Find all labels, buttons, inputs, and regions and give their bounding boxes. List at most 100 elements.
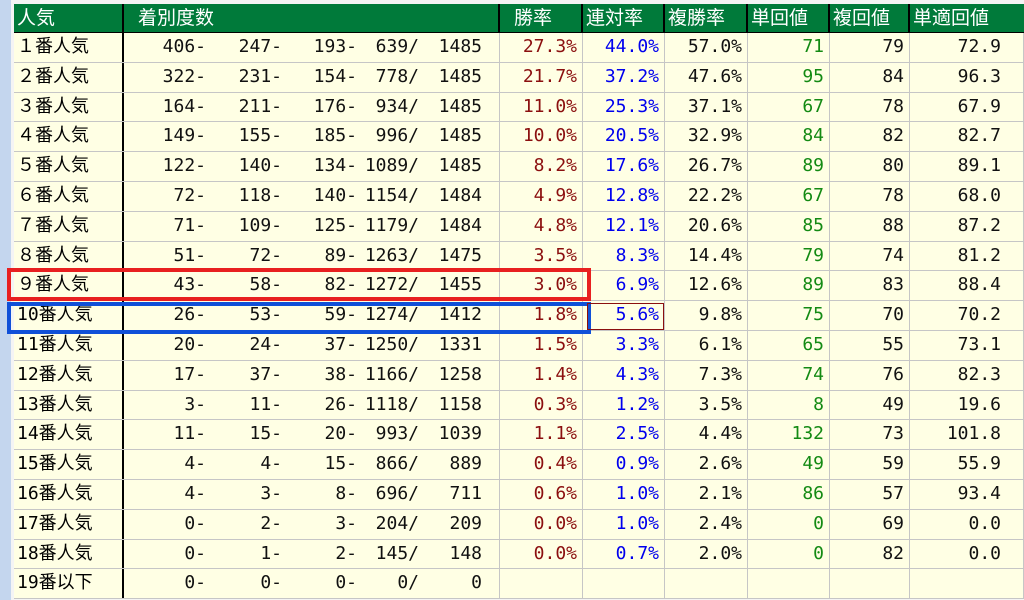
header-show-return[interactable]: 複回値 [830,4,910,32]
win-return-cell: 75 [748,301,830,330]
table-row[interactable]: ６番人気 72- 118- 140- 1154/1484 4.9% 12.8% 22.2% 67… [14,181,1024,212]
count-other: 866/ [375,453,419,475]
header-win-adj-return[interactable]: 単適回値 [913,7,990,29]
count-other: 1272/ [364,274,419,296]
table-row[interactable]: 14番人気 11- 15- 20- 993/1039 1.1% 2.5% 4.4% 132 73 1… [14,420,1024,451]
win-adj-return-cell: 82.3 [910,360,1024,390]
table-row[interactable]: ３番人気 164- 211- 176- 934/1485 11.0% 25.3% 37.1% 6… [14,92,1024,123]
win-rate-cell: 3.5% [500,241,583,271]
win-rate-cell: 10.0% [500,122,583,152]
table-row[interactable]: ４番人気 149- 155- 185- 996/1485 10.0% 20.5% 32.9% 8… [14,122,1024,153]
finish-counts-cell: 51- 72- 89- 1263/1475 [124,241,500,271]
count-other: 696/ [375,482,419,504]
header-finish-counts[interactable]: 着別度数 [124,4,500,32]
quinella-rate-cell: 25.3% [583,92,665,122]
win-return-cell: 67 [748,92,830,122]
win-rate-cell: 1.1% [500,420,583,450]
finish-counts-cell: 4- 4- 15- 866/889 [124,450,500,479]
count-first: 20- [173,333,206,355]
count-first: 4- [184,482,206,504]
count-other: 934/ [375,95,419,117]
quinella-rate-cell: 1.0% [583,509,665,539]
win-rate-cell: 1.5% [500,330,583,360]
quinella-rate-cell: 1.2% [583,390,665,420]
count-other: 1166/ [364,363,419,385]
win-rate-cell: 0.6% [500,479,583,509]
count-other: 1263/ [364,244,419,266]
win-adj-return-cell: 73.1 [910,330,1024,360]
win-return-cell: 85 [748,211,830,241]
count-first: 51- [173,244,206,266]
count-other: 1250/ [364,333,419,355]
count-total: 1485 [438,65,482,87]
table-row[interactable]: １番人気 406- 247- 193- 639/1485 27.3% 44.0% 57.0% 7… [14,33,1024,63]
count-third: 193- [313,36,357,57]
win-adj-return-cell: 88.4 [910,271,1024,301]
count-second: 2- [260,512,282,534]
count-total: 0 [471,572,482,594]
count-third: 89- [324,244,357,266]
popularity-label: 11番人気 [14,330,124,360]
popularity-label: 12番人気 [14,360,124,390]
show-rate-cell: 6.1% [665,330,748,360]
popularity-label: 15番人気 [14,450,124,479]
table-row[interactable]: ９番人気 43- 58- 82- 1272/1455 3.0% 6.9% 12.6% 89 83 8… [14,271,1024,302]
show-return-cell: 82 [830,539,910,569]
table-row[interactable]: 10番人気 26- 53- 59- 1274/1412 1.8% 5.6% 9.8% 75 70 7… [14,301,1024,331]
table-row[interactable]: 19番以下 0- 0- 0- 0/0 [14,569,1024,600]
table-row[interactable]: ２番人気 322- 231- 154- 778/1485 21.7% 37.2% 47.6% 9… [14,62,1024,93]
popularity-label: ２番人気 [14,62,124,92]
quinella-rate-cell: 3.3% [583,330,665,360]
table-row[interactable]: 12番人気 17- 37- 38- 1166/1258 1.4% 4.3% 7.3% 74 76 8… [14,360,1024,391]
count-second: 72- [249,244,282,266]
win-return-cell: 95 [748,62,830,92]
count-total: 1412 [438,304,482,326]
count-first: 17- [173,363,206,385]
count-third: 176- [313,95,357,117]
count-second: 53- [249,304,282,326]
table-row[interactable]: 17番人気 0- 2- 3- 204/209 0.0% 1.0% 2.4% 0 69 0.0 [14,509,1024,540]
quinella-rate-cell: 2.5% [583,420,665,450]
show-rate-cell: 9.8% [665,301,748,330]
show-return-cell: 80 [830,152,910,181]
count-total: 1485 [438,36,482,57]
show-rate-cell: 57.0% [665,33,748,62]
header-win-return[interactable]: 単回値 [748,4,830,32]
header-show-rate[interactable]: 複勝率 [665,4,748,32]
quinella-rate-cell: 0.9% [583,450,665,479]
header-quinella-rate[interactable]: 連対率 [583,4,665,32]
count-second: 24- [249,333,282,355]
show-return-cell: 73 [830,420,910,450]
table-row[interactable]: ５番人気 122- 140- 134- 1089/1485 8.2% 17.6% 26.7% 8… [14,152,1024,182]
table-row[interactable]: 15番人気 4- 4- 15- 866/889 0.4% 0.9% 2.6% 49 59 55.9 [14,450,1024,480]
finish-counts-cell: 72- 118- 140- 1154/1484 [124,181,500,211]
count-other: 204/ [375,512,419,534]
quinella-rate-cell: 37.2% [583,62,665,92]
quinella-rate-cell: 6.9% [583,271,665,301]
win-adj-return-cell: 87.2 [910,211,1024,241]
table-row[interactable]: 18番人気 0- 1- 2- 145/148 0.0% 0.7% 2.0% 0 82 0.0 [14,539,1024,570]
popularity-label: ４番人気 [14,122,124,152]
header-win-rate[interactable]: 勝率 [500,4,583,32]
count-other: 778/ [375,65,419,87]
show-return-cell: 78 [830,92,910,122]
table-row[interactable]: 13番人気 3- 11- 26- 1118/1158 0.3% 1.2% 3.5% 8 49 19.… [14,390,1024,421]
table-row[interactable]: ８番人気 51- 72- 89- 1263/1475 3.5% 8.3% 14.4% 79 74 8… [14,241,1024,272]
table-row[interactable]: 16番人気 4- 3- 8- 696/711 0.6% 1.0% 2.1% 86 57 93.4 [14,479,1024,510]
finish-counts-cell: 20- 24- 37- 1250/1331 [124,330,500,360]
table-row[interactable]: 11番人気 20- 24- 37- 1250/1331 1.5% 3.3% 6.1% 65 55 7… [14,330,1024,361]
show-rate-cell: 3.5% [665,390,748,420]
popularity-label: ６番人気 [14,181,124,211]
header-popularity[interactable]: 人気 [14,4,124,32]
win-return-cell: 89 [748,271,830,301]
count-total: 1258 [438,363,482,385]
quinella-rate-cell: 12.1% [583,211,665,241]
win-adj-return-cell: 82.7 [910,122,1024,152]
count-total: 209 [449,512,482,534]
count-first: 3- [184,393,206,415]
count-second: 58- [249,274,282,296]
count-second: 11- [249,393,282,415]
count-third: 37- [324,333,357,355]
table-row[interactable]: ７番人気 71- 109- 125- 1179/1484 4.8% 12.1% 20.6% 85… [14,211,1024,242]
count-total: 711 [449,482,482,504]
